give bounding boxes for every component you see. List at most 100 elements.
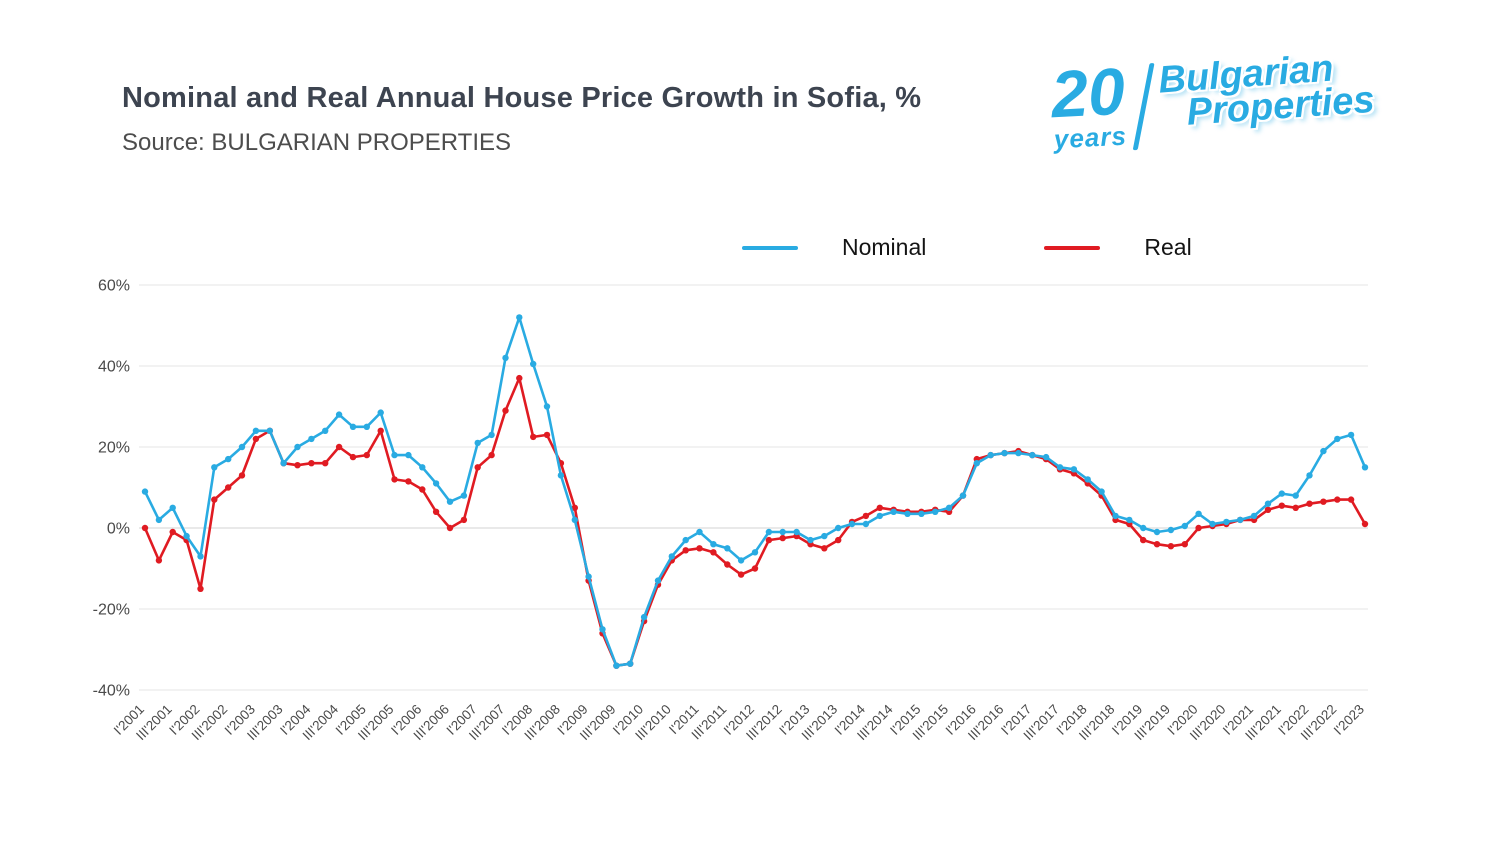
x-axis-tick-label: I'2023 <box>1331 702 1367 738</box>
data-point-nominal <box>211 464 218 471</box>
data-point-real <box>391 476 398 483</box>
data-point-real <box>1361 520 1369 528</box>
data-point-nominal <box>1084 476 1091 483</box>
data-point-real <box>363 451 370 459</box>
data-point-nominal <box>363 423 370 430</box>
data-point-nominal <box>959 492 967 499</box>
data-point-nominal <box>1126 516 1133 524</box>
data-point-nominal <box>1361 464 1369 471</box>
data-point-nominal <box>1140 524 1147 532</box>
data-point-real <box>294 462 301 469</box>
data-point-real <box>1306 500 1313 507</box>
data-point-real <box>405 478 412 485</box>
real-line-swatch <box>1044 245 1101 250</box>
data-point-real <box>1140 536 1147 544</box>
data-point-nominal <box>1167 526 1175 534</box>
data-point-nominal <box>918 510 925 517</box>
nominal-line-swatch <box>742 245 798 250</box>
data-point-nominal <box>308 435 315 443</box>
data-point-nominal <box>848 520 856 528</box>
data-point-nominal <box>1195 510 1202 517</box>
data-point-nominal <box>502 354 509 362</box>
data-point-real <box>1181 541 1189 548</box>
data-point-real <box>169 528 176 536</box>
data-point-nominal <box>1237 516 1244 524</box>
data-point-nominal <box>807 536 814 544</box>
data-point-nominal <box>876 512 883 520</box>
data-point-real <box>751 565 759 572</box>
y-axis-tick-label: 0% <box>107 521 130 538</box>
data-point-real <box>765 536 773 544</box>
data-point-real <box>779 534 786 542</box>
data-point-nominal <box>1223 518 1230 526</box>
data-point-real <box>543 431 551 439</box>
data-point-real <box>821 545 828 552</box>
data-point-nominal <box>446 498 454 505</box>
data-point-real <box>252 435 260 443</box>
data-point-nominal <box>516 314 523 321</box>
data-point-real <box>308 460 315 467</box>
title-block: Nominal and Real Annual House Price Grow… <box>122 82 921 157</box>
data-point-nominal <box>557 472 565 479</box>
data-point-nominal <box>932 508 939 515</box>
data-point-real <box>1334 496 1341 503</box>
data-point-nominal <box>1347 431 1355 439</box>
data-point-nominal <box>266 427 273 434</box>
data-point-nominal <box>890 508 897 515</box>
y-axis-tick-label: 60% <box>98 278 130 295</box>
data-point-nominal <box>1292 492 1299 499</box>
legend-label-real: Real <box>1144 234 1192 260</box>
data-point-real <box>211 496 218 503</box>
data-point-real <box>835 536 842 544</box>
source-caption: Source: BULGARIAN PROPERTIES <box>122 129 512 156</box>
data-point-real <box>1347 496 1355 503</box>
series-line-real <box>143 376 1367 668</box>
data-point-nominal <box>488 431 495 439</box>
data-point-nominal <box>904 510 911 517</box>
data-point-nominal <box>640 613 648 621</box>
data-point-nominal <box>1278 490 1286 497</box>
data-point-nominal <box>280 460 287 467</box>
data-point-real <box>1167 543 1175 550</box>
data-point-nominal <box>405 451 412 459</box>
data-point-real <box>474 464 481 471</box>
legend-label-nominal: Nominal <box>842 234 927 260</box>
data-point-nominal <box>1056 464 1064 471</box>
data-point-nominal <box>1029 451 1036 459</box>
data-point-nominal <box>751 549 759 556</box>
data-point-real <box>862 512 870 520</box>
data-point-nominal <box>543 403 551 410</box>
data-point-nominal <box>419 464 426 471</box>
data-point-real <box>1320 498 1327 505</box>
data-point-real <box>225 484 232 491</box>
data-point-real <box>349 453 357 461</box>
data-point-nominal <box>335 411 343 418</box>
data-point-nominal <box>1112 512 1119 520</box>
data-point-nominal <box>391 451 398 459</box>
data-point-nominal <box>1334 435 1341 443</box>
data-point-nominal <box>474 439 481 447</box>
data-point-nominal <box>322 427 329 434</box>
data-point-nominal <box>197 553 204 560</box>
data-point-real <box>710 549 717 556</box>
data-point-nominal <box>945 504 953 511</box>
y-axis-tick-label: -20% <box>93 602 130 619</box>
data-point-nominal <box>668 553 675 560</box>
data-point-nominal <box>835 524 842 532</box>
data-point-nominal <box>1001 449 1008 457</box>
data-point-nominal <box>530 360 537 368</box>
data-point-real <box>432 508 440 515</box>
data-point-nominal <box>183 532 190 540</box>
data-point-real <box>724 561 731 568</box>
data-point-nominal <box>1015 449 1022 457</box>
data-point-nominal <box>724 545 731 552</box>
data-point-nominal <box>821 532 828 540</box>
data-point-nominal <box>252 427 260 434</box>
data-point-real <box>1264 506 1272 513</box>
data-point-nominal <box>613 662 620 669</box>
legend-item-nominal: Nominal <box>742 234 926 261</box>
data-point-nominal <box>1320 447 1327 455</box>
data-point-nominal <box>571 516 578 524</box>
data-point-nominal <box>294 443 301 451</box>
